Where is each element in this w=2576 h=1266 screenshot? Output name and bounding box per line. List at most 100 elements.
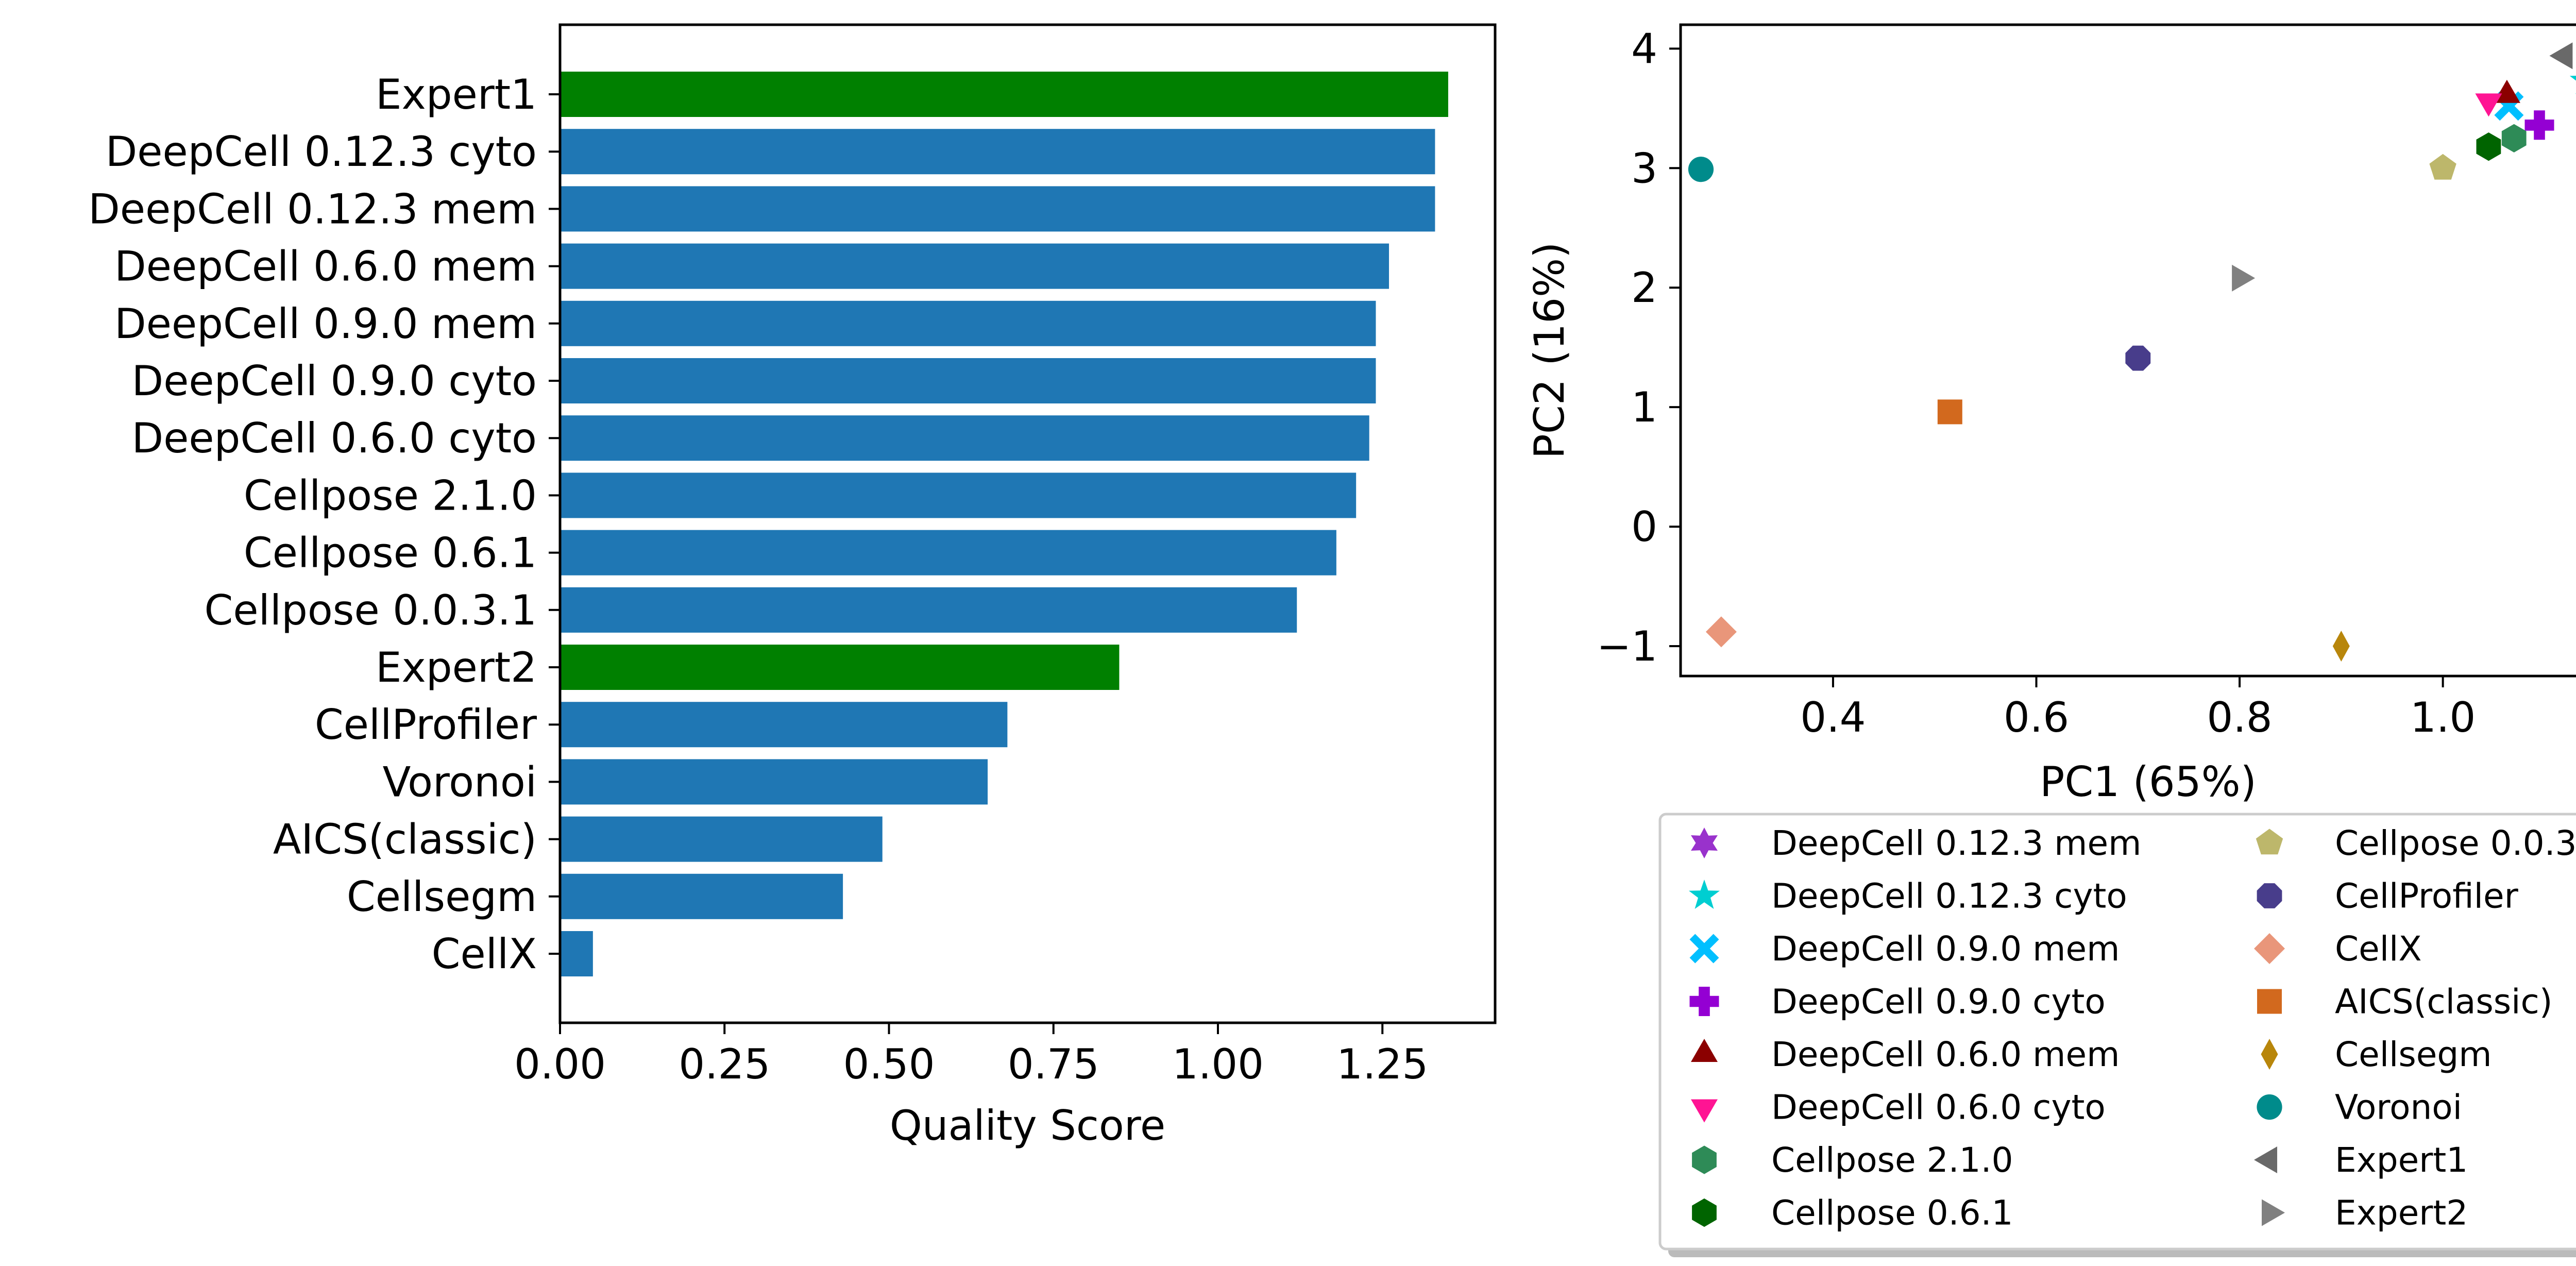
scatter-x-tick-label: 0.4 bbox=[1800, 694, 1866, 741]
bar-cellprofiler bbox=[560, 702, 1008, 748]
scatter-x-axis-label: PC1 (65%) bbox=[2040, 758, 2257, 806]
legend-marker bbox=[1689, 987, 1719, 1016]
bar-deepcell-0-9-0-mem bbox=[560, 300, 1376, 346]
scatter-y-axis-label: PC2 (16%) bbox=[1526, 242, 1573, 459]
bar-category-label: Cellpose 2.1.0 bbox=[244, 471, 537, 519]
scatter-chart: 0.4 0.6 0.8 1.0 −1 0 1 2 3 4 PC1 (65%) PC2 (16%) bbox=[1526, 23, 2576, 806]
legend-marker bbox=[1692, 1198, 1717, 1227]
legend-label: DeepCell 0.6.0 mem bbox=[1771, 1035, 2120, 1074]
scatter-y-ticks: −1 0 1 2 3 4 bbox=[1597, 25, 1681, 670]
scatter-legend: DeepCell 0.12.3 mem DeepCell 0.12.3 cyto D… bbox=[1658, 813, 2576, 1257]
bar-deepcell-0-6-0-mem bbox=[560, 243, 1389, 289]
scatter-y-tick-label: 4 bbox=[1631, 25, 1657, 73]
legend-label: Cellpose 0.0.3.1 bbox=[2335, 823, 2576, 863]
legend-label: Expert1 bbox=[2335, 1140, 2468, 1180]
bar-series bbox=[560, 72, 1448, 976]
bar-x-tick-label: 1.25 bbox=[1336, 1040, 1428, 1088]
bar-category-label: AICS(classic) bbox=[273, 816, 537, 864]
legend-box bbox=[1658, 813, 2576, 1251]
bar-category-label: Cellpose 0.6.1 bbox=[244, 529, 537, 577]
legend-label: DeepCell 0.12.3 cyto bbox=[1771, 876, 2127, 916]
legend-label: DeepCell 0.9.0 cyto bbox=[1771, 982, 2106, 1022]
bar-category-label: DeepCell 0.6.0 mem bbox=[114, 243, 537, 291]
bar-deepcell-0-6-0-cyto bbox=[560, 415, 1369, 461]
legend-item-deepcell-0-9-0-cyto: DeepCell 0.9.0 cyto bbox=[1689, 982, 2106, 1022]
legend-item-deepcell-0-6-0-mem: DeepCell 0.6.0 mem bbox=[1691, 1035, 2120, 1074]
bar-category-label: Voronoi bbox=[383, 758, 537, 806]
legend-item-deepcell-0-6-0-cyto: DeepCell 0.6.0 cyto bbox=[1691, 1088, 2106, 1127]
bar-cellpose-0-0-3-1 bbox=[560, 587, 1297, 633]
legend-marker bbox=[1689, 880, 1720, 909]
bar-category-label: CellX bbox=[432, 930, 537, 978]
legend-marker bbox=[2257, 1094, 2282, 1120]
bar-x-axis-label: Quality Score bbox=[890, 1102, 1165, 1150]
legend-label: DeepCell 0.12.3 mem bbox=[1771, 823, 2141, 863]
legend-label: DeepCell 0.9.0 mem bbox=[1771, 929, 2120, 969]
point-aics-classic bbox=[1937, 399, 1962, 425]
point-deepcell-0-6-0-cyto bbox=[2475, 93, 2502, 117]
bar-voronoi bbox=[560, 759, 988, 805]
scatter-y-tick-label: −1 bbox=[1597, 622, 1657, 670]
legend-item-cellx: CellX bbox=[2254, 929, 2422, 969]
point-voronoi bbox=[1688, 157, 1714, 182]
legend-item-deepcell-0-12-3-cyto: DeepCell 0.12.3 cyto bbox=[1689, 876, 2127, 916]
legend-item-cellpose-0-0-3-1: Cellpose 0.0.3.1 bbox=[2256, 823, 2576, 863]
legend-marker bbox=[2261, 1039, 2278, 1070]
legend-label: Cellsegm bbox=[2335, 1035, 2492, 1074]
bar-x-tick-label: 1.00 bbox=[1172, 1040, 1264, 1088]
bar-category-label: DeepCell 0.9.0 mem bbox=[114, 300, 537, 348]
legend-marker bbox=[2256, 829, 2283, 855]
legend-marker bbox=[2262, 1199, 2285, 1226]
bar-category-label: DeepCell 0.6.0 cyto bbox=[132, 414, 537, 462]
scatter-x-tick-label: 1.0 bbox=[2410, 694, 2476, 741]
bar-chart: Expert1 DeepCell 0.12.3 cyto DeepCell 0.12… bbox=[88, 23, 1497, 1150]
legend-item-voronoi: Voronoi bbox=[2257, 1088, 2462, 1127]
bar-expert2 bbox=[560, 645, 1120, 690]
scatter-x-tick-label: 0.6 bbox=[2004, 694, 2069, 741]
legend-items: DeepCell 0.12.3 mem DeepCell 0.12.3 cyto D… bbox=[1689, 823, 2576, 1233]
legend-marker bbox=[1689, 934, 1719, 964]
bar-x-tick-label: 0.50 bbox=[843, 1040, 935, 1088]
scatter-y-tick-label: 3 bbox=[1631, 144, 1657, 192]
legend-marker bbox=[1691, 1099, 1718, 1123]
legend-label: Cellpose 0.6.1 bbox=[1771, 1193, 2013, 1233]
legend-label: DeepCell 0.6.0 cyto bbox=[1771, 1088, 2106, 1127]
legend-label: CellX bbox=[2335, 929, 2422, 969]
bar-category-label: DeepCell 0.12.3 cyto bbox=[106, 128, 537, 176]
legend-label: CellProfiler bbox=[2335, 876, 2519, 916]
bar-category-label: CellProfiler bbox=[315, 701, 537, 749]
point-deepcell-0-12-3-cyto bbox=[2569, 76, 2576, 94]
legend-label: Voronoi bbox=[2335, 1088, 2462, 1127]
bar-category-label: DeepCell 0.9.0 cyto bbox=[132, 357, 537, 405]
point-expert2 bbox=[2232, 264, 2256, 292]
scatter-y-tick-label: 2 bbox=[1631, 264, 1657, 312]
point-deepcell-0-6-0-mem bbox=[2493, 79, 2520, 103]
legend-marker bbox=[2254, 933, 2285, 964]
bar-x-tick-label: 0.00 bbox=[514, 1040, 606, 1088]
point-cellpose-0-0-3-1 bbox=[2429, 154, 2456, 180]
legend-label: Cellpose 2.1.0 bbox=[1771, 1140, 2013, 1180]
bar-category-label: Cellpose 0.0.3.1 bbox=[205, 586, 537, 634]
point-cellpose-2-1-0 bbox=[2501, 124, 2527, 153]
legend-label: AICS(classic) bbox=[2335, 982, 2553, 1022]
legend-item-deepcell-0-12-3-mem: DeepCell 0.12.3 mem bbox=[1691, 823, 2141, 863]
point-expert1 bbox=[2549, 42, 2573, 70]
legend-marker bbox=[2257, 989, 2282, 1014]
scatter-y-tick-label: 0 bbox=[1631, 503, 1657, 551]
scatter-x-tick-label: 0.8 bbox=[2207, 694, 2272, 741]
bar-category-label: Expert2 bbox=[376, 644, 537, 691]
scatter-y-tick-label: 1 bbox=[1631, 383, 1657, 431]
bar-cellsegm bbox=[560, 873, 843, 919]
bar-deepcell-0-12-3-cyto bbox=[560, 129, 1435, 175]
legend-label: Expert2 bbox=[2335, 1193, 2468, 1233]
legend-marker bbox=[1691, 828, 1718, 858]
scatter-plot-frame bbox=[1679, 23, 2576, 678]
legend-item-cellsegm: Cellsegm bbox=[2261, 1035, 2492, 1074]
legend-item-expert2: Expert2 bbox=[2262, 1193, 2468, 1233]
scatter-x-ticks: 0.4 0.6 0.8 1.0 bbox=[1800, 676, 2476, 741]
scatter-points bbox=[1688, 42, 2576, 662]
bar-x-ticks: 0.00 0.25 0.50 0.75 1.00 1.25 bbox=[514, 1023, 1428, 1088]
bar-aics-classic bbox=[560, 816, 883, 862]
bar-deepcell-0-12-3-mem bbox=[560, 186, 1435, 232]
legend-marker bbox=[1692, 1145, 1717, 1174]
